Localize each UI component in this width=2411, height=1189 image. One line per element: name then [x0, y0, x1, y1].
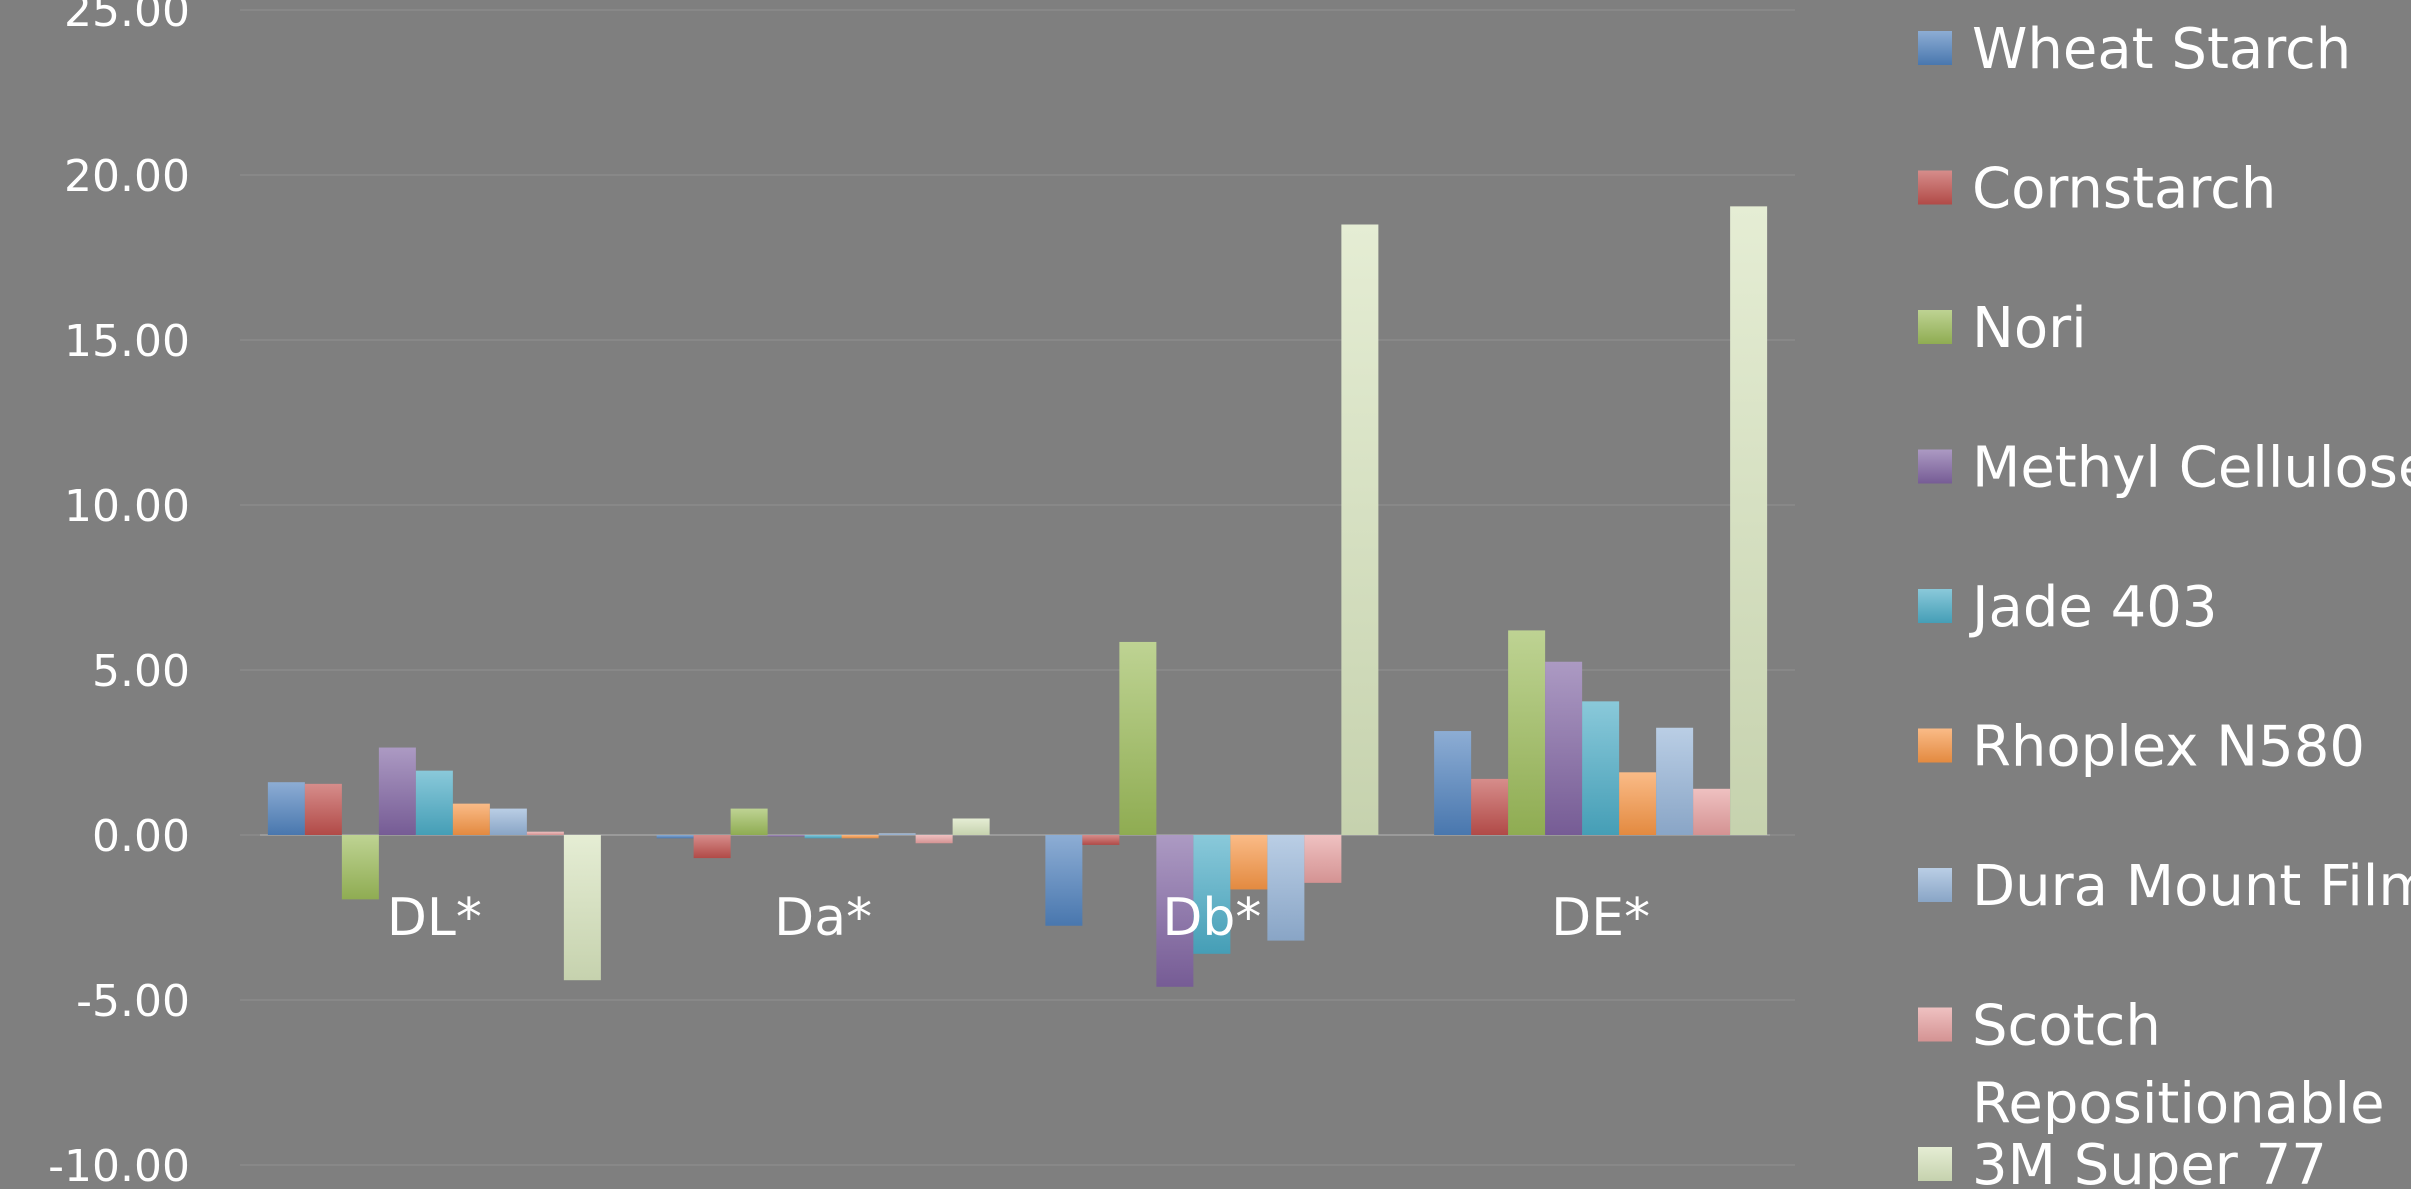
y-tick-label: 5.00 — [92, 646, 190, 697]
bar-1-5 — [841, 835, 879, 839]
bar-0-4 — [415, 770, 453, 835]
legend-swatch — [1918, 449, 1952, 484]
bar-2-6 — [1267, 835, 1305, 941]
bar-0-6 — [489, 808, 527, 835]
bar-2-3 — [1156, 835, 1194, 987]
bar-1-6 — [878, 833, 916, 835]
legend-swatch — [1918, 1007, 1952, 1042]
legend-swatch — [1918, 868, 1952, 902]
x-category-label: DL* — [387, 888, 482, 948]
legend-label: Jade 403 — [1969, 575, 2218, 640]
x-category-label: DE* — [1551, 888, 1650, 948]
gridlines — [240, 9, 1795, 1166]
bars — [267, 206, 1768, 987]
y-tick-label: -5.00 — [76, 976, 190, 1027]
bar-3-6 — [1656, 727, 1694, 835]
bar-2-5 — [1230, 835, 1268, 890]
bar-1-0 — [656, 835, 694, 839]
bar-3-0 — [1434, 731, 1472, 835]
legend-label: Cornstarch — [1972, 157, 2276, 222]
bar-1-8 — [952, 818, 990, 835]
bar-2-0 — [1045, 835, 1083, 926]
bar-0-5 — [452, 803, 490, 835]
legend-swatch — [1918, 728, 1952, 763]
bar-3-2 — [1508, 630, 1546, 835]
y-axis-tick-labels: 25.00 20.00 15.00 10.00 5.00 0.00 -5.00 -10.00 — [48, 0, 190, 1189]
bar-0-0 — [267, 782, 305, 835]
bar-0-8 — [563, 835, 601, 981]
bar-2-4 — [1193, 835, 1231, 954]
legend-label: Rhoplex N580 — [1972, 715, 2365, 780]
y-tick-label: -10.00 — [48, 1141, 190, 1189]
legend-label: 3M Super 77 — [1972, 1133, 2327, 1189]
bar-3-1 — [1471, 778, 1509, 835]
y-tick-label: 10.00 — [64, 481, 190, 532]
y-tick-label: 15.00 — [64, 316, 190, 367]
y-tick-label: 0.00 — [92, 811, 190, 862]
x-category-label: Da* — [774, 888, 872, 948]
legend-label: Nori — [1972, 296, 2087, 361]
category-labels: DL* Da* Db* DE* — [387, 888, 1650, 948]
bar-2-1 — [1082, 835, 1120, 845]
legend-swatch — [1918, 170, 1952, 205]
legend-label: Dura Mount Film — [1972, 854, 2411, 919]
bar-3-8 — [1730, 206, 1768, 836]
legend-swatch — [1918, 310, 1952, 344]
bar-3-7 — [1693, 788, 1731, 835]
legend-label: Methyl Cellulose — [1972, 436, 2411, 501]
bar-2-8 — [1341, 224, 1379, 835]
bar-3-5 — [1619, 772, 1657, 835]
bar-0-2 — [341, 835, 379, 900]
y-tick-label: 20.00 — [64, 151, 190, 202]
y-tick-label: 25.00 — [64, 0, 190, 37]
bar-1-2 — [730, 808, 768, 835]
bar-3-3 — [1545, 661, 1583, 835]
x-category-label: Db* — [1162, 888, 1261, 948]
bar-0-1 — [304, 783, 342, 835]
bar-1-4 — [804, 835, 842, 839]
bar-0-7 — [526, 831, 564, 835]
legend-label: Scotch — [1972, 994, 2161, 1059]
bar-2-2 — [1119, 641, 1157, 835]
legend-swatch — [1918, 31, 1952, 65]
legend-label: Repositionable — [1972, 1072, 2385, 1137]
bar-1-1 — [693, 835, 731, 859]
legend-label: Wheat Starch — [1972, 17, 2351, 82]
bar-2-7 — [1304, 835, 1342, 883]
legend: Wheat Starch Cornstarch Nori Methyl Cellulo… — [1918, 17, 2411, 1189]
bar-1-7 — [915, 835, 953, 844]
bar-0-3 — [378, 747, 416, 835]
legend-swatch — [1918, 1147, 1952, 1181]
legend-swatch — [1918, 589, 1952, 623]
bar-3-4 — [1582, 701, 1620, 835]
bar-1-3 — [767, 835, 805, 837]
